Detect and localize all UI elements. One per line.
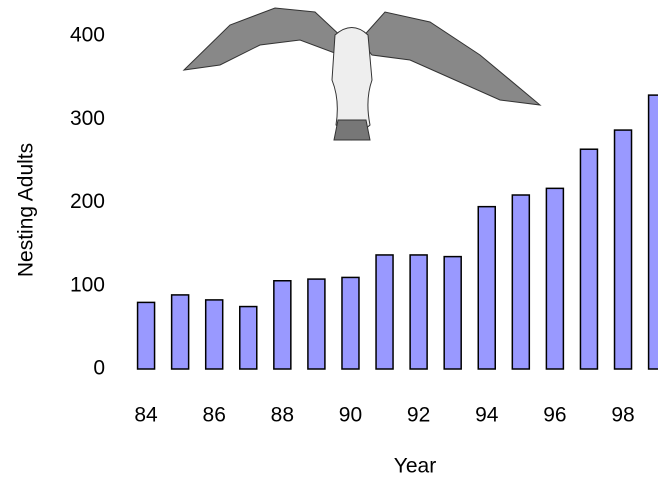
x-tick-label: 88 <box>271 404 294 427</box>
bar <box>170 294 190 370</box>
x-tick-label: 98 <box>611 404 634 427</box>
bar <box>239 305 258 370</box>
y-tick-label: 300 <box>70 107 105 130</box>
bar <box>204 299 224 370</box>
y-tick-label: 100 <box>70 273 105 296</box>
osprey-illustration <box>182 7 542 141</box>
y-tick-label: 200 <box>70 190 105 213</box>
x-axis-title: Year <box>394 455 436 478</box>
bar <box>443 255 462 370</box>
bar <box>375 254 394 370</box>
x-tick-label: 86 <box>203 404 226 427</box>
bar <box>307 278 326 370</box>
y-tick-label: 0 <box>93 357 105 380</box>
bar <box>579 148 599 370</box>
bar <box>511 194 531 370</box>
bar <box>409 254 428 370</box>
x-tick-label: 92 <box>407 404 430 427</box>
x-tick-label: 94 <box>475 404 499 427</box>
bar <box>341 276 360 370</box>
y-axis-title: Nesting Adults <box>15 143 38 277</box>
x-tick-label: 96 <box>543 404 566 427</box>
bar <box>136 301 156 370</box>
x-tick-label: 84 <box>134 404 158 427</box>
bar <box>273 280 292 370</box>
bar <box>647 94 658 370</box>
bar <box>477 205 497 370</box>
bar <box>545 187 565 370</box>
bar <box>613 129 633 370</box>
y-tick-label: 400 <box>70 24 105 47</box>
x-tick-label: 90 <box>339 404 362 427</box>
